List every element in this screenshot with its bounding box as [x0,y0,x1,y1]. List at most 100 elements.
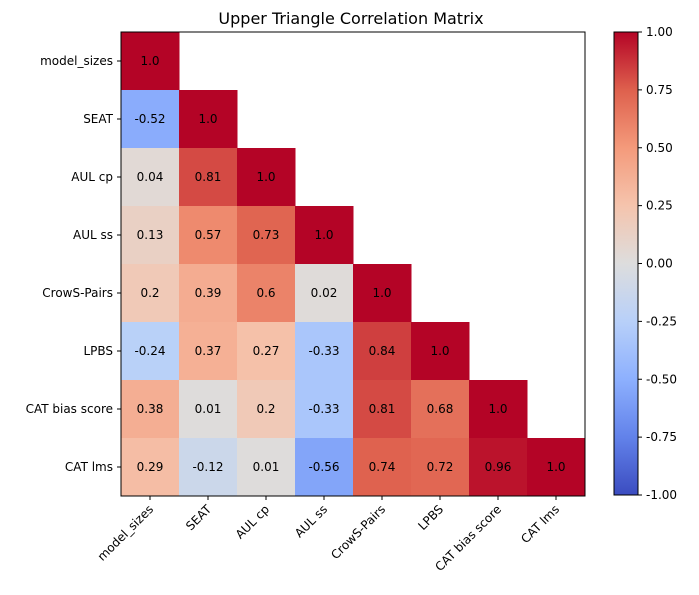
heatmap-cell [295,264,354,323]
y-tick-label-aul-cp: AUL cp [71,170,113,184]
cell-value-label: 1.0 [198,112,217,126]
cell-value-label: 0.68 [427,402,454,416]
cell-value-label: 0.38 [137,402,164,416]
heatmap-cell [121,438,180,497]
cell-value-label: 0.74 [369,460,396,474]
heatmap-cell [121,90,180,149]
cell-value-label: 0.84 [369,344,396,358]
heatmap-cell [353,322,412,381]
heatmap-cell [353,380,412,439]
heatmap-cell [411,322,470,381]
x-tick-label-aul-cp: AUL cp [233,502,272,541]
colorbar-tick-label: 0.25 [646,199,673,213]
heatmap-cell [295,380,354,439]
cell-value-label: -0.24 [134,344,165,358]
heatmap-cell [179,438,238,497]
heatmap-cell [295,322,354,381]
cell-value-label: 0.81 [369,402,396,416]
cell-value-label: 1.0 [256,170,275,184]
cell-value-label: 0.01 [253,460,280,474]
heatmap-cell [237,264,296,323]
heatmap-cell [237,438,296,497]
cell-value-label: 0.72 [427,460,454,474]
y-tick-label-lpbs: LPBS [83,344,113,358]
cell-value-label: 0.29 [137,460,164,474]
heatmap-cell [411,380,470,439]
cell-value-label: 0.73 [253,228,280,242]
heatmap-cell [121,322,180,381]
cell-value-label: 0.04 [137,170,164,184]
chart-title: Upper Triangle Correlation Matrix [218,9,483,28]
heatmap-cell [121,32,180,91]
cell-value-label: -0.33 [308,402,339,416]
heatmap-cell [469,380,528,439]
heatmap-cell [237,206,296,265]
heatmap-cell [295,438,354,497]
x-tick-label-crows-pairs: CrowS-Pairs [328,502,388,562]
colorbar-tick-label: -0.50 [646,372,677,386]
heatmap-cell [121,264,180,323]
heatmap-cell [121,380,180,439]
cell-value-label: -0.12 [192,460,223,474]
x-tick-label-lpbs: LPBS [415,502,446,533]
colorbar-tick-label: 0.00 [646,257,673,271]
cell-value-label: 0.13 [137,228,164,242]
colorbar-tick-label: 0.75 [646,83,673,97]
y-tick-label-aul-ss: AUL ss [73,228,113,242]
heatmap-cell [353,438,412,497]
cell-value-label: -0.56 [308,460,339,474]
heatmap-cell [179,322,238,381]
heatmap-cell [527,438,586,497]
heatmap-cell [469,438,528,497]
cell-value-label: 0.27 [253,344,280,358]
x-tick-label-seat: SEAT [183,502,214,533]
cell-value-label: -0.33 [308,344,339,358]
cell-value-label: 1.0 [546,460,565,474]
heatmap-cell [121,148,180,207]
cell-value-label: 0.02 [311,286,338,300]
cell-value-label: 0.2 [140,286,159,300]
heatmap-cells: 1.0 -0.52 1.0 0.04 0.81 1.0 0.13 0.57 0.73 1.0 0.2… [121,32,586,497]
heatmap-cell [237,380,296,439]
colorbar-gradient [614,32,638,495]
colorbar-tick-label: -1.00 [646,488,677,502]
cell-value-label: 1.0 [140,54,159,68]
heatmap-cell [353,264,412,323]
y-tick-label-crows-pairs: CrowS-Pairs [42,286,113,300]
y-tick-label-model-sizes: model_sizes [40,54,113,68]
x-tick-label-cat-lms: CAT lms [518,502,562,546]
cell-value-label: 1.0 [488,402,507,416]
heatmap-cell [237,322,296,381]
cell-value-label: 0.6 [256,286,275,300]
heatmap-cell [411,438,470,497]
y-tick-label-seat: SEAT [83,112,113,126]
colorbar-tick-label: -0.75 [646,430,677,444]
cell-value-label: -0.52 [134,112,165,126]
colorbar-tick-label: -0.25 [646,314,677,328]
y-tick-label-cat-lms: CAT lms [65,460,113,474]
cell-value-label: 0.81 [195,170,222,184]
cell-value-label: 1.0 [372,286,391,300]
heatmap-cell [179,148,238,207]
plot-frame [120,31,586,497]
cell-value-label: 0.01 [195,402,222,416]
cell-value-label: 0.2 [256,402,275,416]
heatmap-cell [121,206,180,265]
colorbar-ticks: -1.00 -0.75 -0.50 -0.25 0.00 0.25 0.50 0.75 1.00 [638,25,677,502]
heatmap-cell [179,380,238,439]
heatmap-cell [179,90,238,149]
colorbar-tick-label: 0.50 [646,141,673,155]
heatmap-cell [179,264,238,323]
colorbar: -1.00 -0.75 -0.50 -0.25 0.00 0.25 0.50 0.75 1.00 [613,25,677,502]
cell-value-label: 0.96 [485,460,512,474]
x-tick-label-aul-ss: AUL ss [292,502,330,540]
colorbar-tick-label: 1.00 [646,25,673,39]
cell-value-label: 1.0 [430,344,449,358]
x-tick-label-model-sizes: model_sizes [95,502,156,563]
y-tick-label-cat-bias-score: CAT bias score [26,402,113,416]
cell-value-label: 1.0 [314,228,333,242]
cell-value-label: 0.39 [195,286,222,300]
heatmap-cell [237,148,296,207]
